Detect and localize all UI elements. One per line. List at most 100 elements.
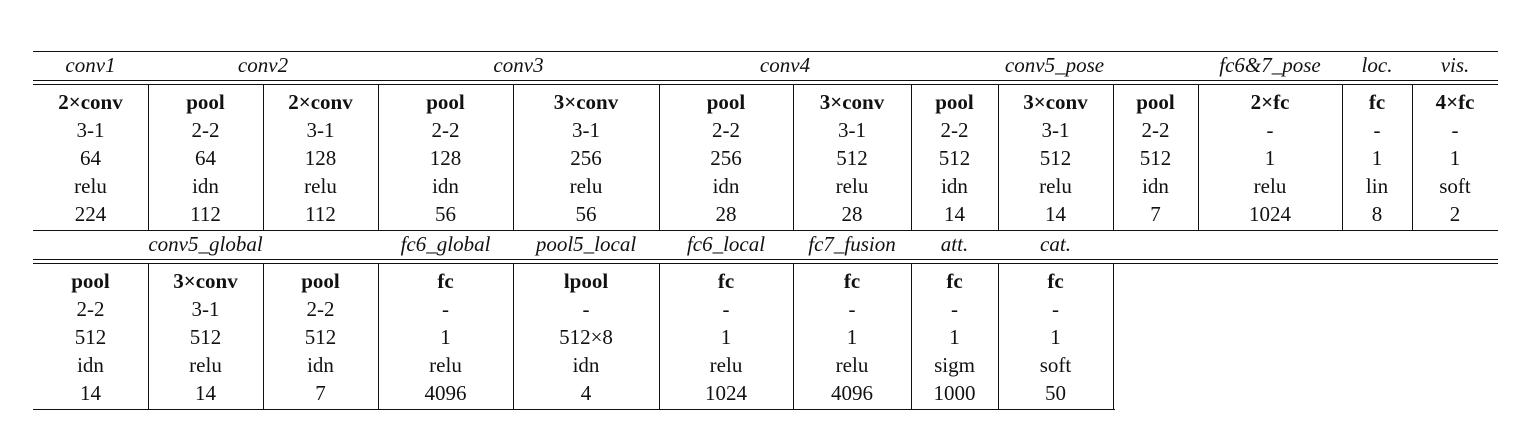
top-group-label: fc6&7_pose <box>1219 53 1321 77</box>
bottom-cell: 1 <box>1050 325 1061 349</box>
top-cell: 3-1 <box>1041 118 1070 142</box>
top-cell: 128 <box>429 146 462 170</box>
top-cell: 1 <box>1449 146 1461 170</box>
top-cell: 28 <box>715 202 737 226</box>
bottom-cell: 1 <box>720 325 732 349</box>
top-cell: - <box>1451 118 1459 142</box>
bottom-cell: 512 <box>189 325 222 349</box>
top-col-divider <box>513 85 514 230</box>
top-cell: pool <box>1136 90 1175 114</box>
top-cell: relu <box>304 174 337 198</box>
top-cell: 3-1 <box>76 118 105 142</box>
bottom-col-divider <box>911 264 912 409</box>
top-cell: 2×fc <box>1250 90 1290 114</box>
top-cell: idn <box>192 174 219 198</box>
bottom-cell: - <box>951 297 958 321</box>
bottom-group-label: att. <box>940 232 969 256</box>
bottom-col-divider <box>793 264 794 409</box>
bottom-cell: 512 <box>74 325 107 349</box>
top-cell: pool <box>706 90 746 114</box>
bottom-cell: 1 <box>846 325 858 349</box>
top-cell: 28 <box>841 202 863 226</box>
top-cell: 2×conv <box>58 90 123 114</box>
bottom-cell: 2-2 <box>306 297 335 321</box>
bottom-col-divider <box>513 264 514 409</box>
top-cell: 1 <box>1264 146 1276 170</box>
top-cell: relu <box>74 174 107 198</box>
top-cell: 3-1 <box>838 118 866 142</box>
bottom-cell: 7 <box>315 381 326 405</box>
top-cell: 64 <box>195 146 216 170</box>
rule-top-header-b <box>33 84 1498 85</box>
bottom-col-divider <box>998 264 999 409</box>
bottom-cell: fc <box>946 269 963 293</box>
top-cell: 1 <box>1371 146 1383 170</box>
top-cell: 112 <box>190 202 221 226</box>
top-cell: idn <box>941 174 968 198</box>
bottom-cell: - <box>442 297 449 321</box>
top-col-divider <box>659 85 660 230</box>
top-group-label: conv3 <box>493 53 544 77</box>
top-cell: - <box>1266 118 1274 142</box>
bottom-cell: 1000 <box>933 381 976 405</box>
top-cell: pool <box>426 90 465 114</box>
bottom-cell: 512×8 <box>559 325 613 349</box>
bottom-col-divider <box>378 264 379 409</box>
bottom-cell: relu <box>709 353 743 377</box>
bottom-cell: relu <box>835 353 869 377</box>
top-cell: idn <box>1142 174 1169 198</box>
bottom-cell: idn <box>77 353 104 377</box>
bottom-col-divider <box>1113 264 1114 409</box>
top-cell: 3×conv <box>553 90 619 114</box>
bottom-cell: 14 <box>80 381 101 405</box>
bottom-cell: fc <box>437 269 454 293</box>
bottom-cell: 14 <box>195 381 216 405</box>
bottom-cell: - <box>722 297 730 321</box>
top-cell: 256 <box>710 146 742 170</box>
bottom-cell: 1024 <box>705 381 747 405</box>
top-cell: fc <box>1368 90 1386 114</box>
top-cell: 7 <box>1150 202 1161 226</box>
bottom-cell: relu <box>429 353 462 377</box>
top-cell: 2-2 <box>712 118 740 142</box>
top-cell: relu <box>1039 174 1072 198</box>
bottom-cell: fc <box>843 269 861 293</box>
top-cell: 1024 <box>1249 202 1291 226</box>
top-cell: idn <box>712 174 740 198</box>
top-cell: 4×fc <box>1435 90 1475 114</box>
top-col-divider <box>263 85 264 230</box>
bottom-cell: idn <box>572 353 600 377</box>
bottom-group-label: conv5_global <box>148 232 263 256</box>
top-cell: pool <box>935 90 974 114</box>
top-cell: lin <box>1365 174 1389 198</box>
rule-bottom-header-b <box>33 263 1498 264</box>
bottom-cell: fc <box>717 269 735 293</box>
top-cell: 3×conv <box>1023 90 1088 114</box>
top-cell: 2-2 <box>940 118 969 142</box>
bottom-cell: 3×conv <box>173 269 238 293</box>
top-cell: - <box>1373 118 1381 142</box>
bottom-cell: 1 <box>949 325 960 349</box>
bottom-cell: - <box>848 297 856 321</box>
rule-bottom <box>33 409 1115 410</box>
top-cell: 14 <box>1045 202 1066 226</box>
bottom-cell: lpool <box>563 269 609 293</box>
top-cell: 2 <box>1449 202 1461 226</box>
top-col-divider <box>148 85 149 230</box>
rule-bottom-header-a <box>33 259 1498 260</box>
top-cell: 128 <box>304 146 337 170</box>
top-cell: 2×conv <box>288 90 353 114</box>
bottom-cell: 512 <box>304 325 337 349</box>
top-col-divider <box>378 85 379 230</box>
bottom-group-label: fc7_fusion <box>808 232 896 256</box>
top-cell: 512 <box>836 146 868 170</box>
top-group-label: conv1 <box>65 53 116 77</box>
top-cell: 512 <box>938 146 971 170</box>
top-cell: 56 <box>435 202 456 226</box>
rule-top-header-a <box>33 80 1498 81</box>
bottom-cell: 4096 <box>424 381 467 405</box>
top-col-divider <box>911 85 912 230</box>
bottom-cell: pool <box>301 269 340 293</box>
top-cell: 3-1 <box>306 118 335 142</box>
bottom-cell: idn <box>307 353 334 377</box>
